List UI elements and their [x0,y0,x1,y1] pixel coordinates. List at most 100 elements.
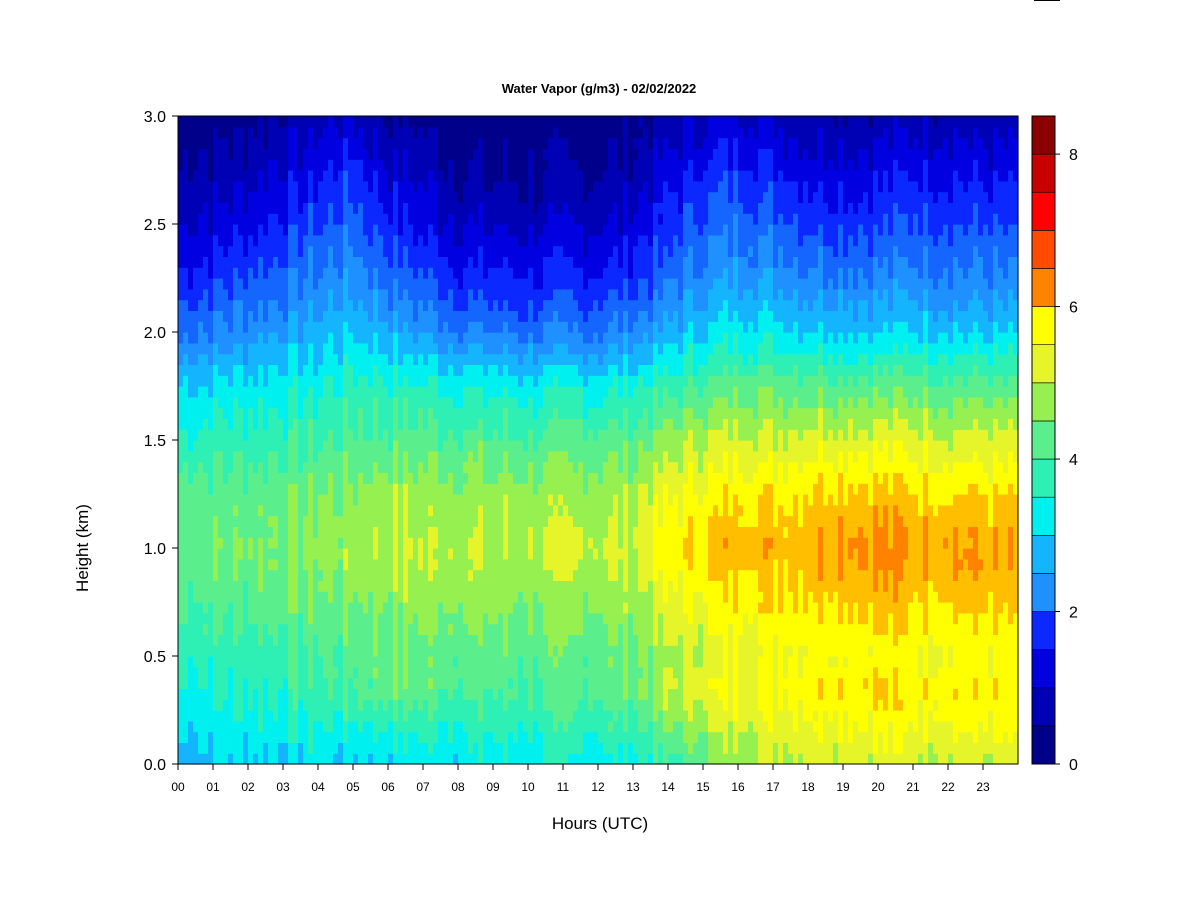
heatmap-cell [973,526,979,538]
heatmap-cell [783,623,789,635]
heatmap-cell [508,461,514,473]
heatmap-cell [723,634,729,646]
heatmap-cell [943,710,949,722]
heatmap-cell [258,710,264,722]
heatmap-cell [543,623,549,635]
heatmap-cell [283,699,289,711]
heatmap-cell [633,440,639,452]
heatmap-cell [333,472,339,484]
heatmap-cell [533,515,539,527]
heatmap-cell [473,569,479,581]
heatmap-cell [793,699,799,711]
heatmap-cell [258,753,264,765]
heatmap-cell [538,472,544,484]
heatmap-cell [528,634,534,646]
heatmap-cell [998,483,1004,495]
heatmap-cell [653,623,659,635]
heatmap-cell [913,504,919,517]
heatmap-cell [873,461,879,473]
heatmap-cell [758,440,764,452]
heatmap-cell [883,526,889,538]
heatmap-cell [403,677,409,689]
heatmap-cell [318,591,324,603]
heatmap-cell [453,569,459,581]
heatmap-cell [908,699,914,711]
heatmap-cell [298,612,304,625]
heatmap-cell [328,580,334,592]
heatmap-cell [628,526,634,538]
heatmap-cell [698,504,704,517]
heatmap-cell [213,569,219,581]
heatmap-cell [773,731,779,743]
heatmap-cell [278,731,284,743]
heatmap-cell [303,688,309,700]
heatmap-cell [683,440,689,452]
heatmap-cell [568,537,574,549]
heatmap-cell [478,688,484,700]
heatmap-cell [248,440,254,452]
heatmap-cell [798,537,804,549]
heatmap-cell [303,472,309,484]
heatmap-cell [343,580,349,592]
heatmap-cell [968,602,974,614]
heatmap-cell [593,558,599,571]
heatmap-cell [568,472,574,484]
heatmap-cell [783,677,789,689]
heatmap-cell [563,623,569,635]
heatmap-cell [743,548,749,560]
heatmap-cell [613,666,619,679]
heatmap-cell [758,699,764,711]
heatmap-cell [563,461,569,473]
heatmap-cell [418,450,424,463]
heatmap-cell [383,612,389,625]
heatmap-cell [1003,742,1009,754]
heatmap-cell [543,720,549,733]
heatmap-cell [963,731,969,743]
heatmap-cell [403,494,409,506]
heatmap-cell [878,483,884,495]
heatmap-cell [223,634,229,646]
heatmap-cell [583,515,589,527]
heatmap-cell [908,591,914,603]
heatmap-cell [348,440,354,452]
heatmap-cell [518,602,524,614]
heatmap-cell [743,634,749,646]
heatmap-cell [358,742,364,754]
heatmap-cell [868,483,874,495]
heatmap-cell [473,472,479,484]
heatmap-cell [548,548,554,560]
heatmap-cell [753,483,759,495]
heatmap-cell [233,634,239,646]
heatmap-cell [363,494,369,506]
heatmap-cell [938,656,944,668]
heatmap-cell [948,548,954,560]
heatmap-cell [588,720,594,733]
heatmap-cell [488,440,494,452]
heatmap-cell [548,504,554,517]
heatmap-cell [518,720,524,733]
heatmap-cell [493,483,499,495]
heatmap-cell [448,558,454,571]
heatmap-cell [913,699,919,711]
heatmap-cell [558,580,564,592]
heatmap-cell [683,666,689,679]
heatmap-cell [608,656,614,668]
heatmap-cell [398,472,404,484]
heatmap-cell [423,731,429,743]
heatmap-cell [383,710,389,722]
heatmap-cell [878,612,884,625]
heatmap-cell [713,688,719,700]
heatmap-cell [258,548,264,560]
heatmap-cell [528,504,534,517]
heatmap-cell [388,688,394,700]
heatmap-cell [853,720,859,733]
heatmap-cell [518,623,524,635]
heatmap-cell [848,526,854,538]
heatmap-cell [178,656,184,668]
heatmap-cell [353,472,359,484]
heatmap-cell [438,731,444,743]
heatmap-cell [558,494,564,506]
heatmap-cell [683,591,689,603]
heatmap-cell [178,494,184,506]
heatmap-cell [198,483,204,495]
